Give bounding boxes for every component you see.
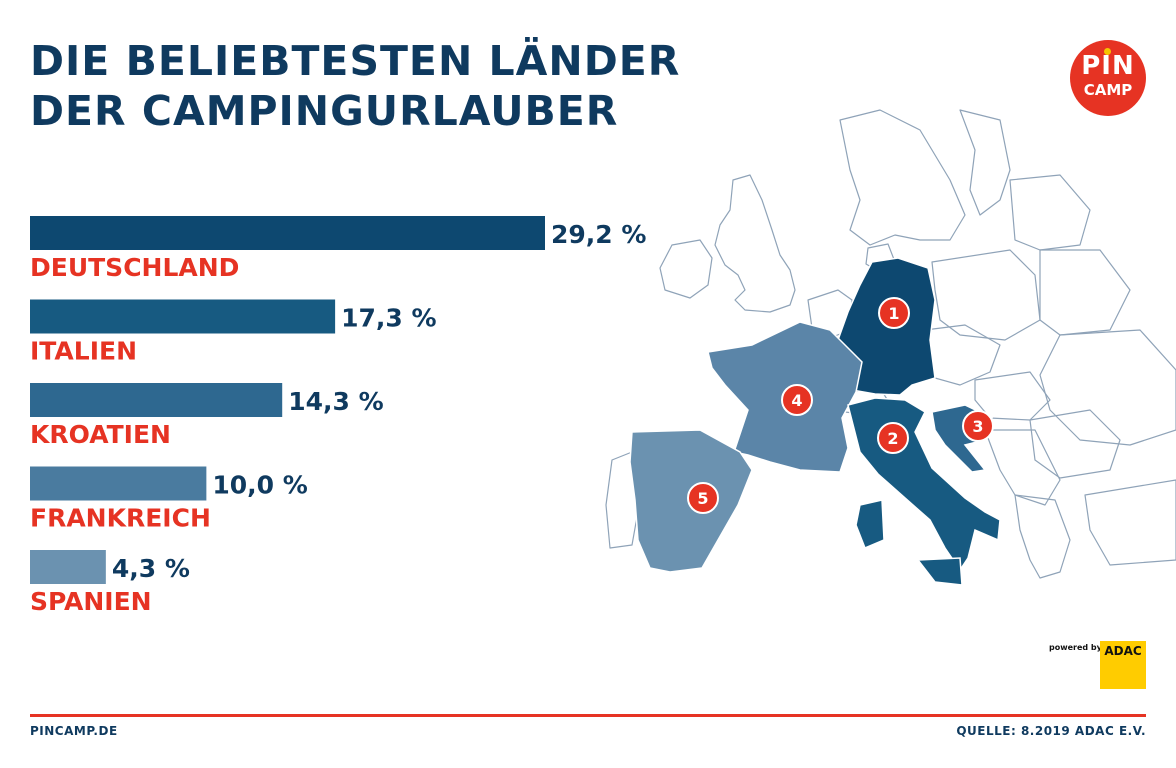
value-label-italien: 17,3 % [341,304,436,333]
bar-group: 29,2 % DEUTSCHLAND 17,3 % ITALIEN 14,3 % KROA… [30,216,646,616]
category-label-italien: ITALIEN [30,337,137,366]
value-label-deutschland: 29,2 % [551,220,646,249]
map-marker-label-spanien: 5 [697,489,708,508]
map-marker-kroatien [962,410,994,442]
map-marker-frankreich [781,384,813,416]
footer-divider [30,714,1146,717]
bar-italien [30,299,336,334]
bar-spanien [30,550,106,584]
map-marker-label-frankreich: 4 [791,391,802,410]
map-marker-spanien [687,482,719,514]
category-label-deutschland: DEUTSCHLAND [30,253,239,282]
map-marker-deutschland [878,297,910,329]
europe-map: 1 2 3 4 5 [605,109,1176,586]
bar-kroatien [30,383,283,417]
map-marker-label-deutschland: 1 [888,304,899,323]
value-label-spanien: 4,3 % [112,554,190,583]
powered-by-label: powered by [1049,643,1102,652]
logo-line-2: CAMP [1083,81,1133,99]
logo-dot-icon [1104,48,1111,55]
adac-logo[interactable]: ADAC [1100,641,1146,689]
map-marker-italien [877,422,909,454]
map-marker-label-italien: 2 [887,429,898,448]
footer-site-link[interactable]: PINCAMP.DE [30,724,118,738]
sicily-shape [916,557,963,586]
bar-deutschland [30,216,545,250]
category-label-kroatien: KROATIEN [30,420,171,449]
title-line-1: DIE BELIEBTESTEN LÄNDER [30,37,681,85]
chart-title: DIE BELIEBTESTEN LÄNDER DER CAMPINGURLAU… [30,36,680,136]
title-line-2: DER CAMPINGURLAUBER [30,87,619,135]
category-label-spanien: SPANIEN [30,587,152,616]
bar-frankreich [30,466,207,501]
value-label-kroatien: 14,3 % [288,387,383,416]
map-marker-label-kroatien: 3 [972,417,983,436]
logo-line-1: PIN [1081,51,1135,81]
pincamp-logo[interactable]: PIN CAMP [1070,40,1146,116]
footer-source: QUELLE: 8.2019 ADAC E.V. [956,724,1146,738]
category-label-frankreich: FRANKREICH [30,504,211,533]
value-label-frankreich: 10,0 % [212,471,307,500]
sardinia-shape [855,499,885,549]
